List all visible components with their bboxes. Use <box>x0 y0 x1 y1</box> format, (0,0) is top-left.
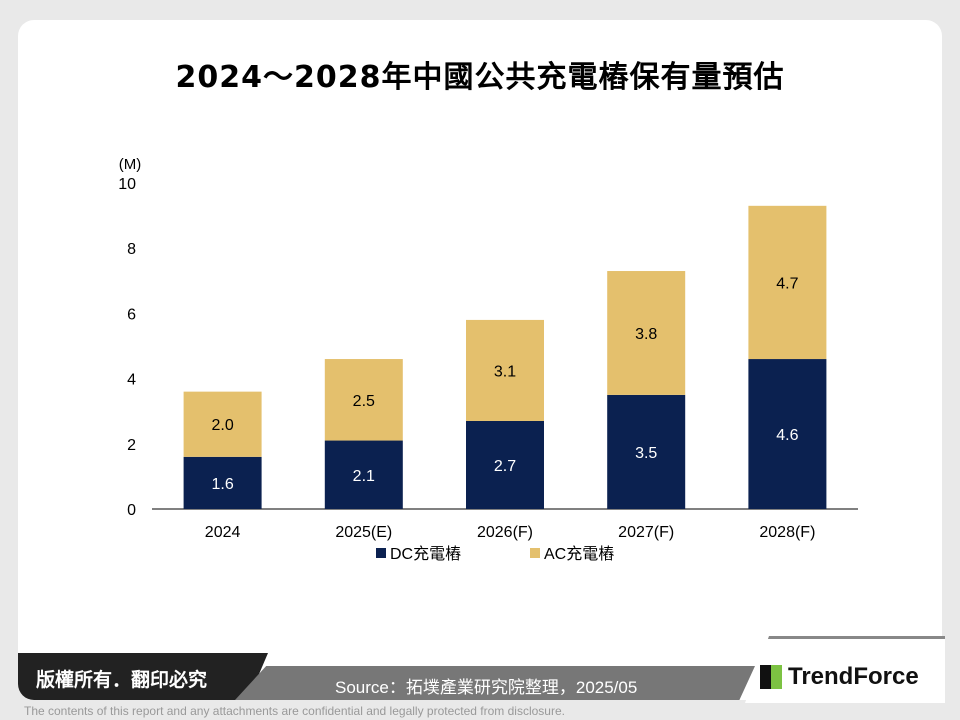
logo-text: TrendForce <box>788 663 919 690</box>
bar-ac <box>748 205 827 360</box>
data-label: 2.5 <box>353 393 375 410</box>
y-tick-label: 8 <box>127 241 136 258</box>
x-tick-label: 2026(F) <box>477 524 533 541</box>
x-tick-label: 2025(E) <box>335 524 392 541</box>
legend-swatch <box>376 548 386 558</box>
data-label: 1.6 <box>211 476 233 493</box>
y-tick-label: 10 <box>118 176 136 193</box>
y-tick-label: 4 <box>127 372 136 389</box>
y-tick-label: 2 <box>127 437 136 454</box>
y-axis-unit: (M) <box>119 156 142 173</box>
y-tick-label: 6 <box>127 306 136 323</box>
legend-label: DC充電樁 <box>390 545 461 563</box>
logo-mark-icon <box>760 665 782 689</box>
data-label: 3.5 <box>635 445 657 462</box>
legend-label: AC充電樁 <box>544 545 614 563</box>
bar-ac <box>607 271 686 395</box>
x-tick-label: 2028(F) <box>759 524 815 541</box>
bar-ac <box>183 391 262 457</box>
bar-ac <box>466 319 544 421</box>
bar-dc <box>607 394 686 509</box>
trendforce-logo: TrendForce <box>760 663 919 691</box>
bar-dc <box>324 440 403 509</box>
data-label: 3.1 <box>494 363 516 380</box>
bar-dc <box>183 456 262 509</box>
source-banner: Source：拓墣產業研究院整理，2025/05 <box>235 666 755 700</box>
data-label: 4.6 <box>776 427 798 444</box>
y-tick-label: 0 <box>127 502 136 519</box>
x-tick-label: 2027(F) <box>618 524 674 541</box>
copyright-text: 版權所有．翻印必究 <box>36 669 208 691</box>
chart-title: 2024～2028年中國公共充電樁保有量預估 <box>175 60 785 95</box>
data-label: 4.7 <box>776 275 798 292</box>
legend-swatch <box>530 548 540 558</box>
data-label: 3.8 <box>635 326 657 343</box>
bar-dc <box>748 359 827 509</box>
source-text: Source：拓墣產業研究院整理，2025/05 <box>335 678 638 697</box>
data-label: 2.1 <box>353 468 375 485</box>
bar-ac <box>324 359 403 441</box>
copyright-banner: 版權所有．翻印必究 <box>18 653 268 700</box>
x-tick-label: 2024 <box>205 524 241 541</box>
data-label: 2.0 <box>211 417 233 434</box>
bar-dc <box>466 420 544 509</box>
disclaimer: The contents of this report and any atta… <box>24 704 565 718</box>
data-label: 2.7 <box>494 458 516 475</box>
